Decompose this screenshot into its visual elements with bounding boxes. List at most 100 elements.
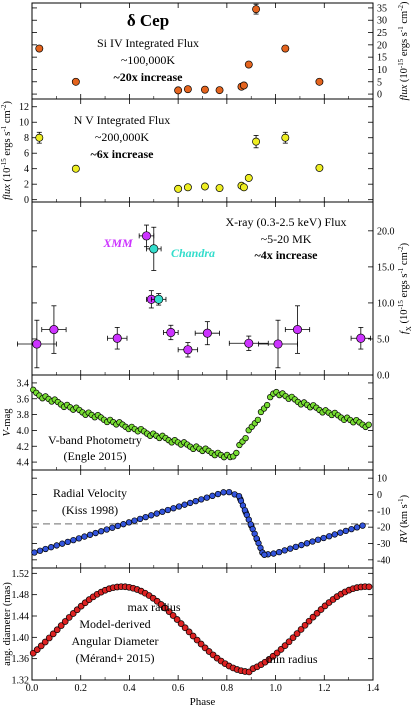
data-point-si (71, 77, 80, 86)
ytick-label: 25 (377, 28, 387, 39)
data-point-diameter (193, 636, 201, 644)
panel-label-diameter-2: Angular Diameter (72, 634, 159, 648)
data-point-rv (203, 494, 210, 501)
xtick-label: 1.0 (269, 683, 282, 694)
ytick-label: 4.4 (17, 458, 30, 469)
data-point-rv (198, 496, 205, 503)
data-point-diameter (69, 610, 77, 617)
data-point-rv (59, 540, 66, 547)
data-point-diameter (37, 642, 45, 650)
data-point-diameter (313, 609, 321, 617)
panel-ref-vband: (Engle 2015) (64, 449, 127, 463)
ytick-label: 8 (24, 133, 29, 144)
data-point-nv (71, 164, 80, 173)
panel-label-xray: X-ray (0.3-2.5 keV) Flux (226, 215, 347, 229)
data-point-nv (315, 163, 324, 172)
panel-label-rv: Radial Velocity (53, 486, 127, 500)
data-point-si (200, 85, 209, 94)
data-point-rv (75, 535, 83, 542)
data-point-rv (92, 529, 99, 537)
y-axis-label-diam: ang. diameter (mas) (2, 582, 13, 666)
data-point-chandra (149, 244, 159, 254)
data-point-rv (187, 499, 194, 507)
data-point-rv (359, 522, 366, 529)
data-point-diameter (285, 638, 293, 646)
data-point-rv (275, 549, 283, 556)
ytick-label: 10.0 (377, 298, 395, 309)
ytick-label: 20.0 (377, 226, 395, 237)
ytick-label: 0 (377, 90, 382, 101)
data-point-vband (242, 434, 249, 442)
data-point-diameter (297, 626, 305, 633)
ytick-label: 6 (24, 149, 29, 160)
data-point-rv (81, 533, 88, 540)
data-point-diameter (61, 618, 69, 625)
panel-ref-rv: (Kiss 1998) (62, 503, 118, 517)
xtick-label: 1.2 (318, 683, 331, 694)
ytick-label: 12 (19, 102, 29, 113)
data-point-rv (192, 498, 199, 505)
data-point-rv (114, 522, 122, 530)
data-point-xmm (32, 339, 42, 349)
panel-label-vband: V-band Photometry (48, 433, 142, 447)
ytick-label: 10 (377, 474, 387, 485)
ytick-label: -10 (377, 506, 390, 517)
data-point-si (35, 44, 44, 53)
ytick-label: 30 (377, 16, 387, 27)
data-point-rv (109, 524, 116, 531)
ytick-label: 10 (19, 118, 29, 129)
data-point-diameter (53, 626, 61, 634)
ytick-label: 4.2 (17, 442, 30, 453)
ytick-label: 3.6 (17, 394, 30, 405)
panel-temp-nv: ~200,000K (95, 130, 149, 144)
data-point-rv (148, 512, 155, 519)
data-point-rv (159, 508, 166, 515)
data-point-rv (292, 543, 299, 550)
data-point-xmm (244, 338, 254, 348)
xtick-label: 1.4 (367, 683, 380, 694)
panel-label-diameter-1: Model-derived (79, 617, 150, 631)
data-point-diameter (365, 583, 373, 591)
data-point-si (252, 5, 261, 14)
data-point-rv (181, 501, 188, 508)
data-point-rv (303, 540, 311, 547)
panel-label-si: Si IV Integrated Flux (97, 36, 199, 50)
data-point-diameter (197, 640, 205, 648)
data-point-vband (263, 401, 271, 409)
data-point-xmm (141, 231, 152, 241)
panel-ref-diameter: (Mérand+ 2015) (75, 651, 154, 665)
ytick-label: 0.0 (377, 371, 390, 382)
data-point-xmm (273, 339, 283, 349)
data-point-chandra (154, 294, 164, 304)
data-point-rv (164, 506, 172, 514)
ytick-label: 10 (377, 65, 387, 76)
legend-xmm: XMM (102, 236, 133, 250)
data-point-nv (252, 137, 261, 146)
annotation-min-radius: min radius (267, 652, 318, 666)
data-point-nv (174, 184, 183, 193)
data-point-rv (353, 524, 361, 531)
data-point-rv (136, 515, 144, 523)
data-point-rv (170, 505, 177, 512)
data-point-rv (261, 551, 268, 558)
ytick-label: 5 (377, 77, 382, 88)
panel-temp-xray: ~5-20 MK (261, 232, 312, 246)
xtick-label: 0.6 (172, 683, 185, 694)
data-point-nv (281, 133, 290, 142)
data-point-rv (120, 521, 127, 528)
data-point-diameter (33, 646, 41, 653)
y-axis-label-vband: V-mag (2, 408, 13, 437)
data-point-rv (131, 517, 138, 524)
data-point-diameter (293, 630, 301, 637)
data-point-diameter (177, 620, 185, 627)
data-point-rv (220, 489, 227, 496)
data-point-xmm (292, 325, 303, 335)
data-point-si (281, 44, 290, 53)
panel-increase-nv: ~6x increase (90, 147, 154, 161)
y-axis-label-nv: flux (10-15 ergs s-1 cm-2) (0, 101, 13, 201)
data-point-rv (320, 534, 327, 542)
ytick-label: -30 (377, 539, 390, 550)
data-point-diameter (309, 613, 317, 621)
data-point-xmm (166, 327, 176, 338)
